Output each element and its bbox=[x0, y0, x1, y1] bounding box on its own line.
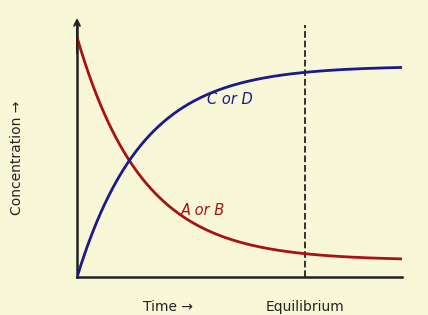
Text: Time →: Time → bbox=[143, 300, 193, 314]
Text: Equilibrium: Equilibrium bbox=[265, 300, 344, 314]
Text: C or D: C or D bbox=[207, 92, 253, 107]
Text: Concentration →: Concentration → bbox=[10, 100, 24, 215]
Text: A or B: A or B bbox=[181, 203, 226, 218]
